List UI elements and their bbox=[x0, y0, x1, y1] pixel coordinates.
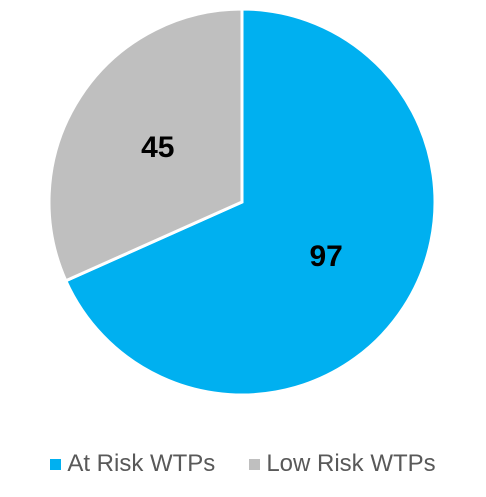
data-label-at-risk: 97 bbox=[310, 240, 343, 273]
legend-swatch-low-risk bbox=[249, 458, 261, 470]
legend: At Risk WTPs Low Risk WTPs bbox=[0, 444, 486, 484]
pie-slice-at-risk bbox=[63, 7, 437, 397]
legend-label-low-risk: Low Risk WTPs bbox=[266, 450, 436, 477]
pie-slice-low-risk bbox=[47, 7, 244, 283]
legend-swatch-at-risk bbox=[50, 458, 62, 470]
legend-item-at-risk: At Risk WTPs bbox=[50, 450, 215, 478]
data-label-low-risk: 45 bbox=[141, 131, 174, 164]
pie-plot-area: 97 45 bbox=[47, 7, 437, 397]
legend-item-low-risk: Low Risk WTPs bbox=[249, 450, 436, 478]
legend-label-at-risk: At Risk WTPs bbox=[67, 450, 216, 477]
